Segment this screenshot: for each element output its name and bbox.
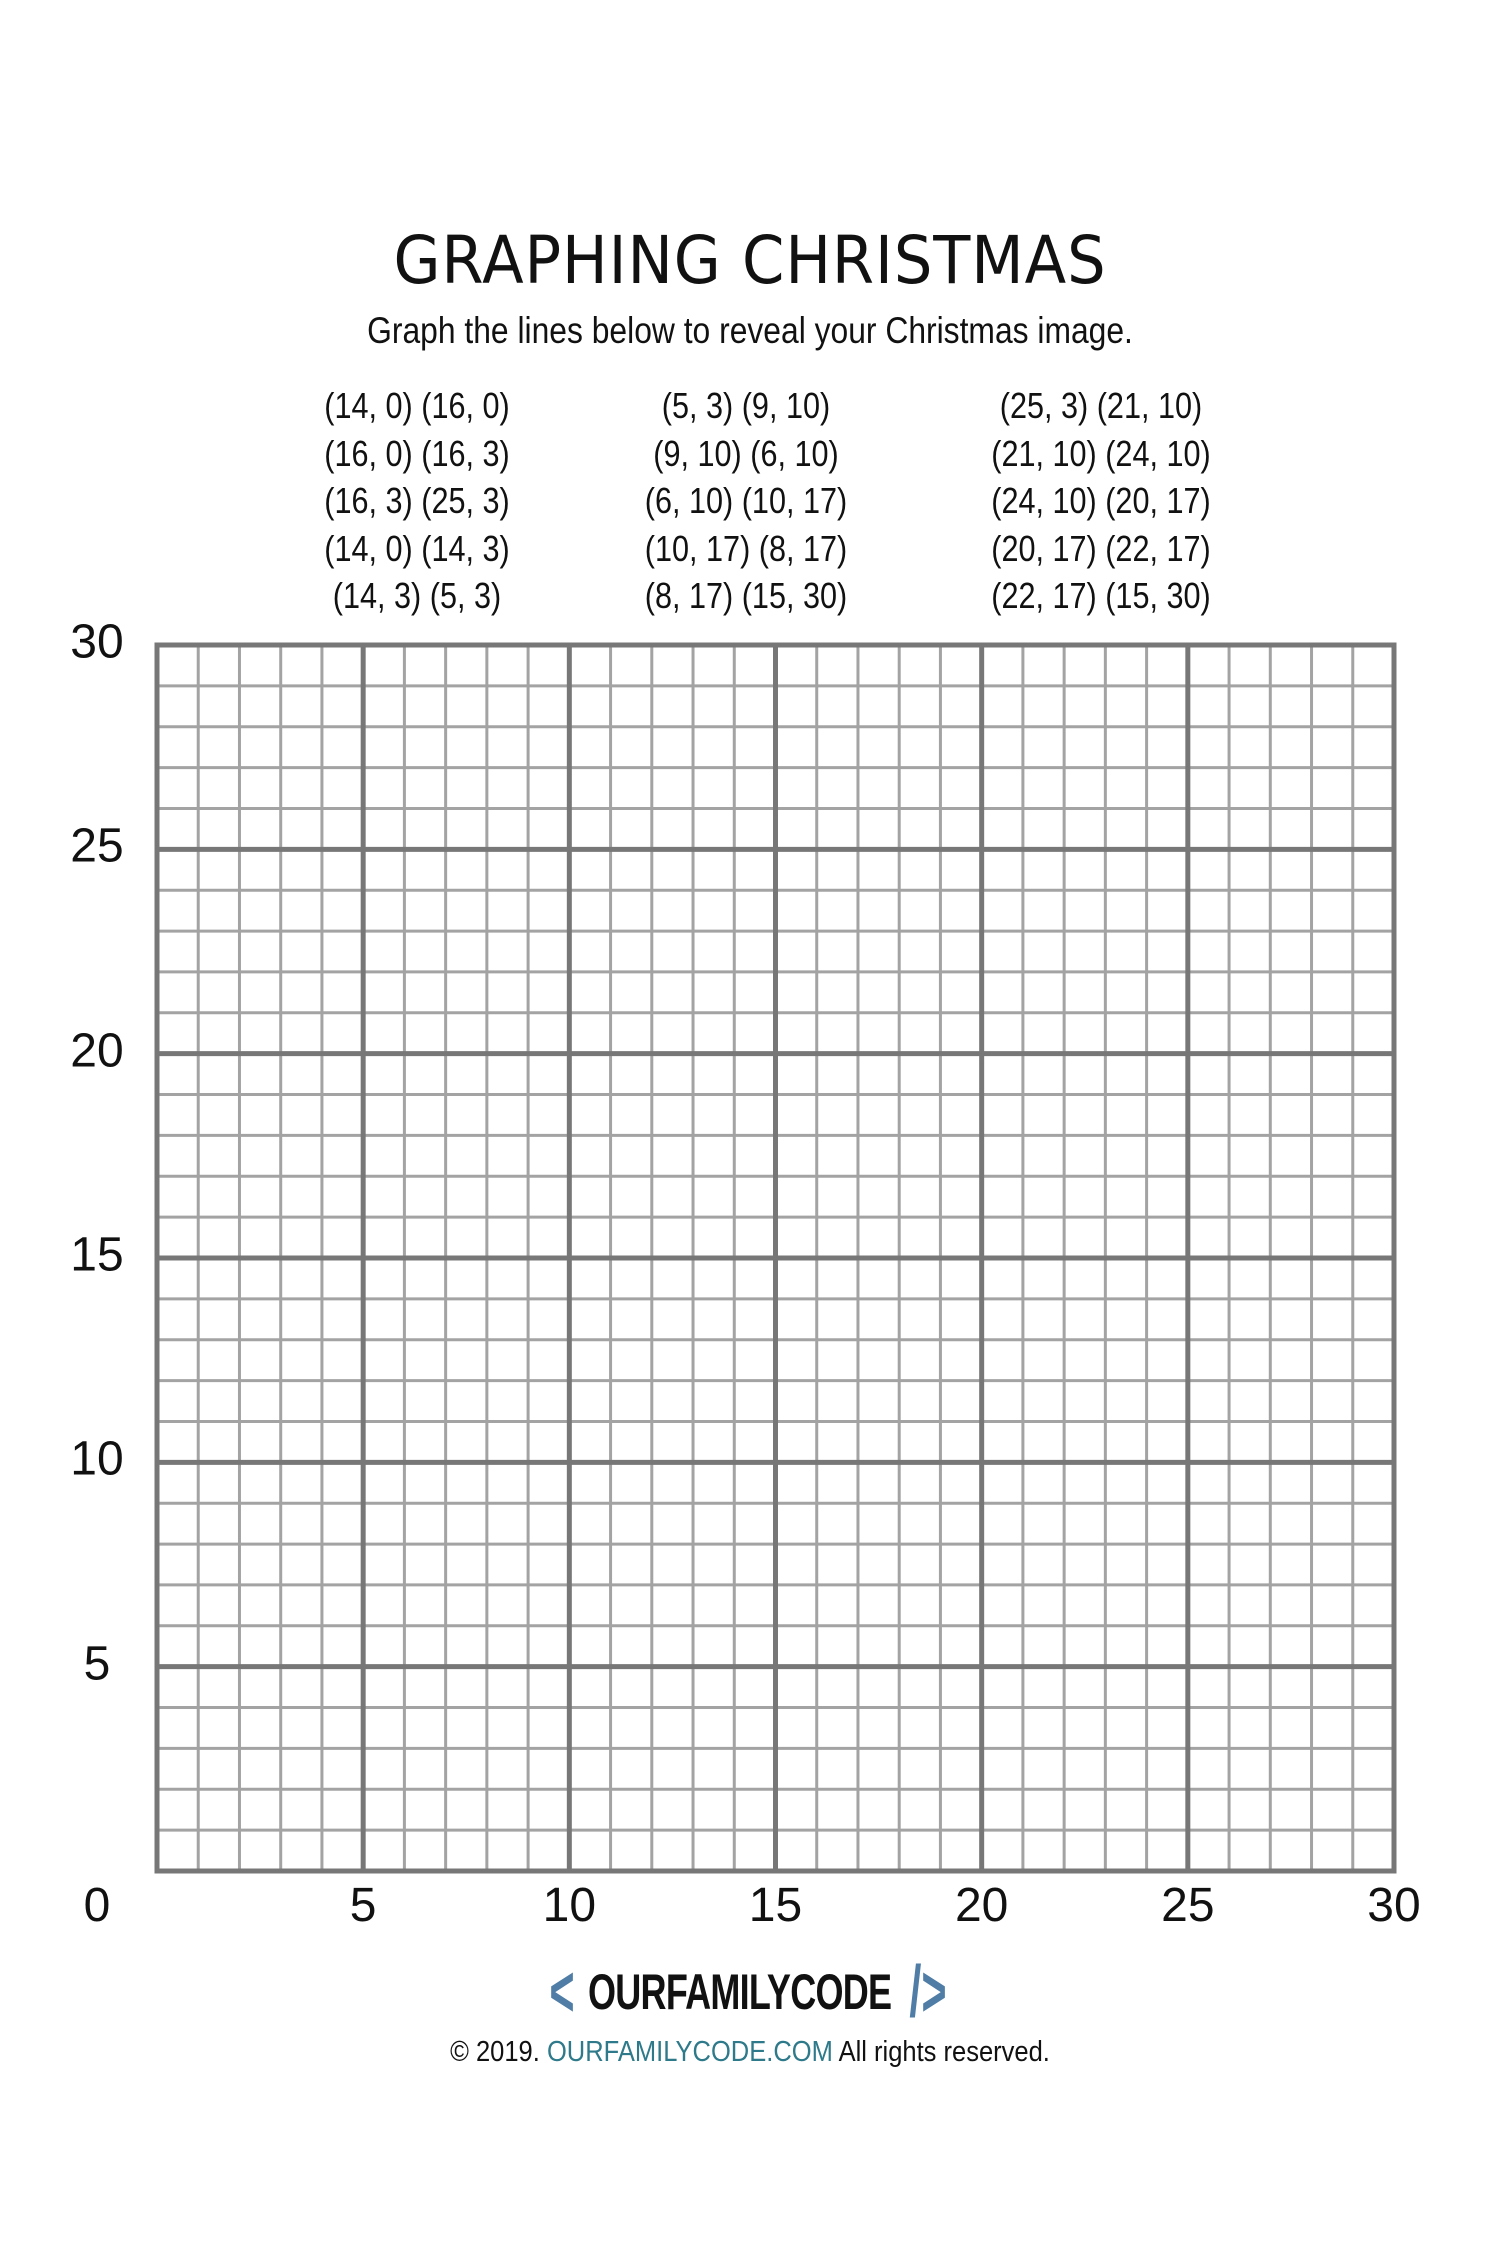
coordinate-pair: (6, 10) (10, 17)	[644, 480, 848, 521]
coordinate-pair: (25, 3) (21, 10)	[999, 385, 1203, 426]
logo-left-bracket: <	[549, 1952, 575, 2032]
logo-right-bracket: />	[909, 1952, 947, 2032]
copyright: © 2019. OURFAMILYCODE.COM All rights res…	[90, 2036, 1410, 2069]
coordinate-pair: (9, 10) (6, 10)	[653, 432, 839, 474]
x-tick-label: 10	[542, 1879, 597, 1932]
y-tick-label: 5	[83, 1637, 111, 1691]
page-title: GRAPHING CHRISTMAS	[393, 222, 1107, 299]
coordinate-pair: (24, 10) (20, 17)	[991, 480, 1211, 521]
coordinate-pair: (10, 17) (8, 17)	[644, 527, 848, 569]
coordinate-column-2: (5, 3) (9, 10) (9, 10) (6, 10) (6, 10) (…	[568, 382, 925, 620]
coordinate-pair: (22, 17) (15, 30)	[991, 575, 1211, 616]
site-link[interactable]: OURFAMILYCODE.COM	[546, 2036, 833, 2068]
x-tick-label: 5	[349, 1879, 377, 1932]
coordinate-pair: (14, 0) (16, 0)	[324, 385, 510, 426]
coordinate-pair: (16, 0) (16, 3)	[324, 432, 510, 474]
coordinate-pair: (8, 17) (15, 30)	[644, 575, 848, 616]
y-tick-label: 30	[70, 615, 124, 669]
x-tick-label: 25	[1161, 1879, 1215, 1932]
coordinate-pair: (21, 10) (24, 10)	[991, 432, 1211, 474]
x-tick-label: 20	[954, 1879, 1009, 1932]
coordinate-column-1: (14, 0) (16, 0) (16, 0) (16, 3) (16, 3) …	[239, 382, 596, 620]
x-tick-label: 30	[1367, 1879, 1421, 1932]
coordinate-pair: (16, 3) (25, 3)	[324, 480, 510, 521]
copyright-suffix: All rights reserved.	[838, 2036, 1050, 2068]
x-tick-label: 0	[83, 1879, 111, 1932]
instructions: Graph the lines below to reveal your Chr…	[367, 310, 1133, 351]
y-tick-label: 10	[70, 1432, 124, 1486]
coordinate-pair: (20, 17) (22, 17)	[991, 527, 1211, 569]
coordinate-column-3: (25, 3) (21, 10) (21, 10) (24, 10) (24, …	[923, 382, 1280, 620]
coordinate-pair: (5, 3) (9, 10)	[661, 385, 831, 426]
coordinate-pair: (14, 0) (14, 3)	[324, 527, 510, 569]
coordinate-pair: (14, 3) (5, 3)	[332, 575, 502, 616]
logo: < OURFAMILYCODE />	[0, 1956, 1500, 2028]
y-tick-label: 15	[70, 1228, 124, 1282]
logo-text: OURFAMILYCODE	[588, 1964, 892, 2020]
y-tick-label: 25	[70, 819, 124, 873]
x-tick-label: 15	[748, 1879, 803, 1932]
copyright-prefix: © 2019.	[450, 2036, 540, 2068]
y-tick-label: 20	[70, 1024, 124, 1078]
